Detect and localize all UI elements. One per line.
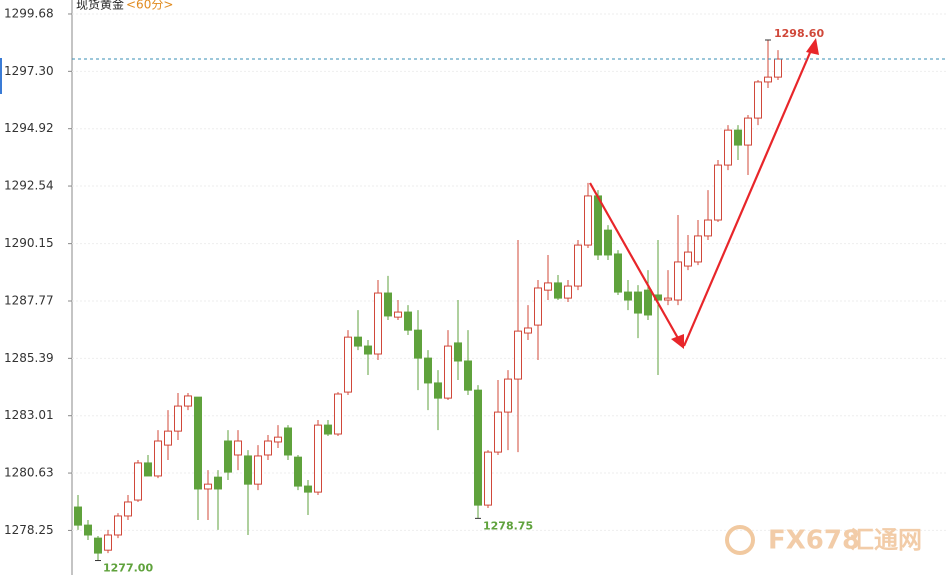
watermark-logo xyxy=(725,525,755,555)
candle-body xyxy=(584,195,592,246)
chart-title: 现货黄金 xyxy=(76,0,124,12)
y-tick-label: 1297.30 xyxy=(4,64,54,78)
candle-body xyxy=(164,430,172,446)
candle-body xyxy=(714,164,722,221)
y-tick-label: 1278.25 xyxy=(4,523,54,537)
candle-body xyxy=(504,378,512,413)
candle-body xyxy=(294,456,302,487)
candle-body xyxy=(524,327,532,334)
candle-body xyxy=(134,462,142,501)
candle-body xyxy=(454,342,462,362)
arrowhead xyxy=(806,38,819,55)
candle-body xyxy=(414,329,422,359)
candle-body xyxy=(384,292,392,317)
arrow-up xyxy=(682,47,814,347)
candle-body xyxy=(344,336,352,393)
candle-body xyxy=(124,501,132,517)
candle-body xyxy=(144,462,152,477)
candle-body xyxy=(234,440,242,456)
candle-body xyxy=(764,76,772,83)
candle-body xyxy=(734,129,742,146)
candle-body xyxy=(434,382,442,399)
candle-body xyxy=(304,485,312,493)
candle-body xyxy=(194,396,202,490)
candle-body xyxy=(374,292,382,355)
candle-body xyxy=(514,330,522,380)
candle-body xyxy=(674,261,682,301)
candle-body xyxy=(724,129,732,166)
candle-body xyxy=(444,345,452,399)
candle-body xyxy=(324,424,332,435)
y-tick-label: 1290.15 xyxy=(4,236,54,250)
candle-body xyxy=(174,405,182,432)
candles xyxy=(74,40,782,561)
watermark-text: 汇通网 xyxy=(850,526,922,554)
candle-body xyxy=(264,440,272,456)
candle-body xyxy=(744,117,752,146)
low-label: 1277.00 xyxy=(103,562,153,575)
candle-body xyxy=(644,289,652,316)
candle-body xyxy=(664,297,672,301)
candle-body xyxy=(204,483,212,490)
candle-body xyxy=(354,336,362,347)
candle-body xyxy=(694,235,702,263)
arrowhead xyxy=(671,334,684,349)
candle-body xyxy=(594,195,602,256)
candle-body xyxy=(94,537,102,554)
candle-body xyxy=(224,440,232,473)
y-tick-label: 1287.77 xyxy=(4,293,54,307)
watermark-text: FX678 xyxy=(768,526,860,556)
candle-body xyxy=(424,357,432,384)
y-tick-label: 1283.01 xyxy=(4,408,54,422)
candle-body xyxy=(574,244,582,287)
candle-body xyxy=(634,291,642,314)
candle-body xyxy=(184,395,192,407)
candle-body xyxy=(254,455,262,485)
candle-body xyxy=(244,455,252,485)
candle-body xyxy=(74,506,82,526)
y-ticks: 1299.68 1297.30 1294.92 1292.54 1290.15 1287.… xyxy=(4,6,948,537)
candle-body xyxy=(274,436,282,443)
high-label: 1298.60 xyxy=(774,27,824,40)
candle-body xyxy=(334,393,342,435)
candle-body xyxy=(464,360,472,391)
y-tick-label: 1280.63 xyxy=(4,466,54,480)
candle-body xyxy=(404,311,412,331)
y-tick-label: 1294.92 xyxy=(4,121,54,135)
y-tick-label: 1292.54 xyxy=(4,179,54,193)
scroll-indicator xyxy=(0,58,2,94)
candle-body xyxy=(614,253,622,293)
candle-body xyxy=(494,411,502,453)
candle-body xyxy=(704,219,712,237)
candle-body xyxy=(624,291,632,301)
candle-body xyxy=(284,427,292,456)
candle-body xyxy=(554,282,562,299)
candle-body xyxy=(394,311,402,318)
candle-body xyxy=(544,282,552,291)
candle-body xyxy=(604,229,612,256)
y-tick-label: 1299.68 xyxy=(4,6,54,20)
arrow-down xyxy=(589,182,680,341)
y-tick-label: 1285.39 xyxy=(4,351,54,365)
low-label: 1278.75 xyxy=(483,519,533,532)
candle-body xyxy=(564,285,572,299)
candle-body xyxy=(154,440,162,477)
candle-body xyxy=(774,58,782,78)
watermark: FX678 汇通网 xyxy=(725,525,922,556)
candle-body xyxy=(474,389,482,506)
candle-body xyxy=(84,524,92,536)
arrows xyxy=(589,38,819,349)
candle-body xyxy=(364,345,372,355)
candle-body xyxy=(484,451,492,506)
candle-body xyxy=(534,287,542,326)
candle-body xyxy=(214,476,222,490)
candle-body xyxy=(754,81,762,119)
candle-body xyxy=(114,515,122,536)
candle-body xyxy=(684,251,692,267)
chart-subtitle: <60分> xyxy=(126,0,173,12)
candle-body xyxy=(314,424,322,493)
candle-body xyxy=(104,534,112,551)
